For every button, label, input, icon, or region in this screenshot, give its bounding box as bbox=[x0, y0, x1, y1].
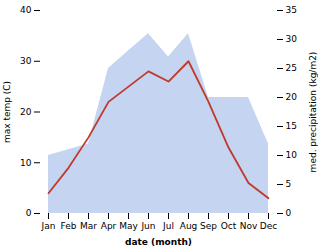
svg-text:30: 30 bbox=[20, 56, 32, 66]
svg-text:max temp (C): max temp (C) bbox=[2, 81, 12, 143]
svg-text:Oct: Oct bbox=[221, 221, 237, 231]
svg-text:med. precipitation (kg/m2): med. precipitation (kg/m2) bbox=[308, 52, 318, 173]
svg-text:40: 40 bbox=[20, 5, 32, 15]
svg-text:30: 30 bbox=[286, 34, 298, 44]
svg-text:Jun: Jun bbox=[140, 221, 155, 231]
svg-text:Jul: Jul bbox=[162, 221, 174, 231]
svg-text:date (month): date (month) bbox=[125, 237, 192, 247]
svg-text:Mar: Mar bbox=[80, 221, 97, 231]
svg-text:Jan: Jan bbox=[41, 221, 56, 231]
svg-text:Apr: Apr bbox=[101, 221, 117, 231]
svg-text:20: 20 bbox=[286, 92, 298, 102]
svg-text:15: 15 bbox=[286, 121, 297, 131]
svg-text:10: 10 bbox=[20, 158, 32, 168]
svg-text:20: 20 bbox=[20, 107, 32, 117]
svg-text:5: 5 bbox=[286, 179, 292, 189]
svg-text:Sep: Sep bbox=[200, 221, 217, 231]
svg-text:35: 35 bbox=[286, 5, 297, 15]
svg-text:Feb: Feb bbox=[61, 221, 77, 231]
svg-text:25: 25 bbox=[286, 63, 297, 73]
svg-text:0: 0 bbox=[26, 208, 32, 218]
svg-text:Dec: Dec bbox=[260, 221, 277, 231]
svg-text:0: 0 bbox=[286, 208, 292, 218]
svg-text:Nov: Nov bbox=[240, 221, 258, 231]
svg-text:Aug: Aug bbox=[180, 221, 198, 231]
svg-text:10: 10 bbox=[286, 150, 298, 160]
svg-text:May: May bbox=[119, 221, 138, 231]
